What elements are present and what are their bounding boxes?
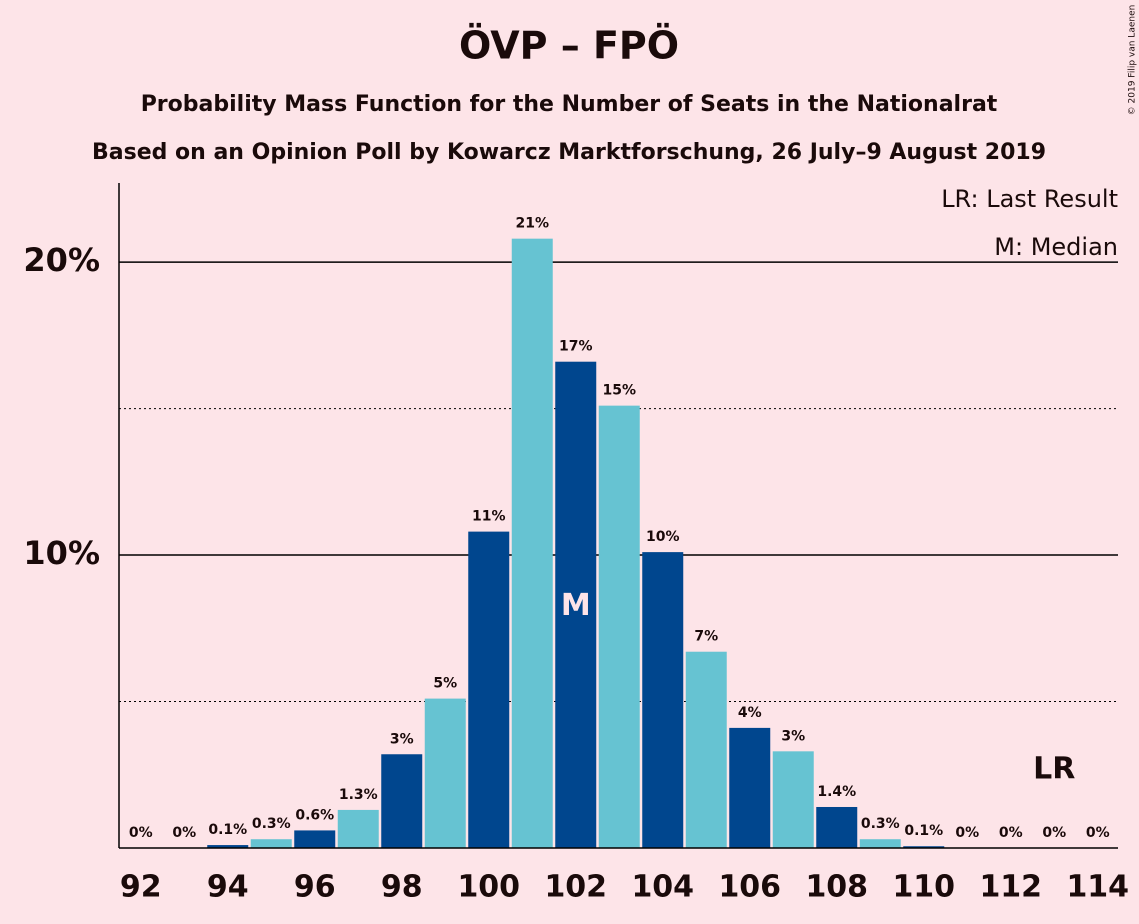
value-label: 0.3% xyxy=(861,816,900,832)
value-label: 0.1% xyxy=(904,823,943,839)
bar xyxy=(816,806,858,848)
bar xyxy=(772,751,814,848)
x-tick-label: 96 xyxy=(294,870,336,905)
x-tick-label: 92 xyxy=(120,870,162,905)
value-label: 10% xyxy=(646,529,680,545)
value-label: 7% xyxy=(694,629,718,645)
value-label: 1.3% xyxy=(339,787,378,803)
bar xyxy=(729,727,771,848)
bar xyxy=(207,845,249,848)
legend-entry: LR: Last Result xyxy=(941,185,1118,213)
value-label: 0% xyxy=(1042,825,1066,841)
bar xyxy=(685,651,727,848)
bar xyxy=(250,839,292,848)
chart-title: ÖVP – FPÖ xyxy=(459,24,679,68)
bar xyxy=(859,839,901,848)
x-tick-label: 94 xyxy=(207,870,249,905)
value-label: 0.3% xyxy=(252,816,291,832)
bar xyxy=(468,531,510,848)
x-tick-label: 98 xyxy=(381,870,423,905)
x-tick-label: 108 xyxy=(805,870,868,905)
bar xyxy=(511,238,553,849)
copyright: © 2019 Filip van Laenen xyxy=(1128,5,1138,116)
x-tick-label: 100 xyxy=(457,870,520,905)
bar xyxy=(294,830,336,848)
value-label: 4% xyxy=(738,705,762,721)
legend-background xyxy=(990,233,1118,261)
value-label: 0% xyxy=(129,825,153,841)
x-tick-label: 106 xyxy=(718,870,781,905)
x-tick-label: 102 xyxy=(544,870,607,905)
value-label: 0% xyxy=(999,825,1023,841)
value-label: 21% xyxy=(515,216,549,232)
value-label: 5% xyxy=(433,676,457,692)
value-label: 1.4% xyxy=(817,784,856,800)
value-label: 17% xyxy=(559,339,593,355)
value-label: 0% xyxy=(172,825,196,841)
value-label: 3% xyxy=(781,728,805,744)
y-tick-label: 10% xyxy=(23,534,100,572)
legend-entry: M: Median xyxy=(994,233,1118,261)
x-tick-label: 114 xyxy=(1066,870,1129,905)
value-label: 0% xyxy=(1086,825,1110,841)
y-tick-label: 20% xyxy=(23,241,100,279)
x-tick-label: 112 xyxy=(979,870,1042,905)
chart-subtitle: Based on an Opinion Poll by Kowarcz Mark… xyxy=(92,140,1046,165)
value-label: 0% xyxy=(955,825,979,841)
value-label: 15% xyxy=(602,383,636,399)
bar xyxy=(424,698,466,848)
bar xyxy=(903,846,945,848)
bar xyxy=(555,361,597,848)
value-label: 0.1% xyxy=(208,822,247,838)
bar xyxy=(598,405,640,848)
legend-background xyxy=(937,185,1118,213)
value-label: 11% xyxy=(472,509,506,525)
bar xyxy=(381,754,423,848)
marker-label: LR xyxy=(1033,752,1075,787)
bar xyxy=(642,552,684,848)
x-tick-label: 110 xyxy=(892,870,955,905)
chart-subtitle: Probability Mass Function for the Number… xyxy=(141,92,998,117)
x-tick-label: 104 xyxy=(631,870,694,905)
bar xyxy=(337,809,379,848)
value-label: 0.6% xyxy=(295,807,334,823)
marker-label: M xyxy=(561,588,591,623)
value-label: 3% xyxy=(390,731,414,747)
